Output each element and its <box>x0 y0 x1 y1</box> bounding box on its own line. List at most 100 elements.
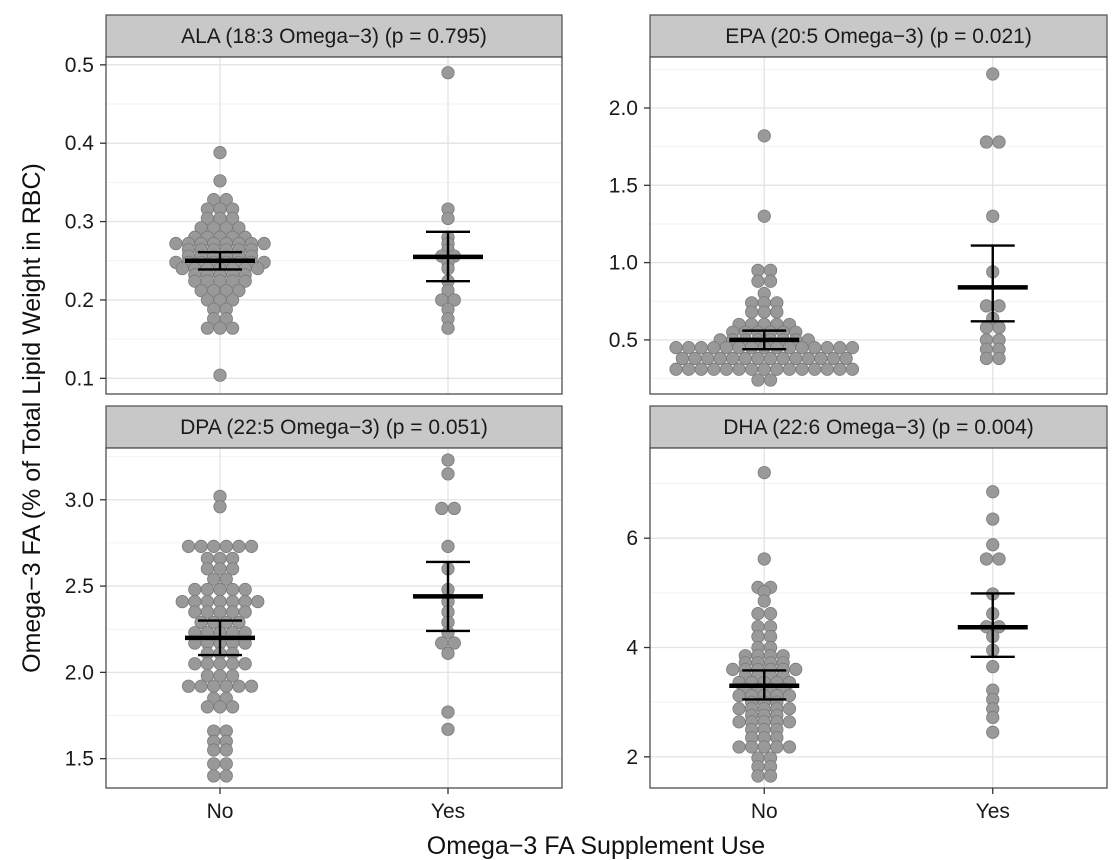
panel-background <box>106 57 562 394</box>
data-point <box>763 769 778 783</box>
data-point <box>782 689 797 703</box>
panel-border <box>649 447 1108 789</box>
data-point <box>232 283 246 298</box>
data-point <box>441 211 455 226</box>
y-tick-label: 4 <box>626 637 638 660</box>
data-point <box>789 662 803 676</box>
data-point <box>213 146 227 160</box>
data-point <box>226 211 240 226</box>
y-tick-label: 2 <box>626 746 638 769</box>
data-point <box>175 262 189 276</box>
data-point <box>232 615 246 629</box>
y-tick-label: 0.1 <box>65 367 94 390</box>
data-point <box>226 293 240 307</box>
data-point <box>986 710 1000 725</box>
data-point <box>226 321 240 335</box>
data-point <box>808 362 822 376</box>
data-point <box>757 129 771 143</box>
data-point <box>200 582 214 597</box>
data-point <box>213 500 227 514</box>
data-point <box>782 341 797 355</box>
data-point <box>707 362 721 376</box>
data-point <box>992 135 1006 149</box>
facet-strip <box>649 14 1108 58</box>
data-point <box>188 582 202 597</box>
data-point <box>795 341 809 355</box>
y-tick-label: 6 <box>626 527 638 550</box>
y-axis-title: Omega−3 FA (% of Total Lipid Weight in R… <box>18 163 46 673</box>
data-point <box>782 715 797 729</box>
data-point <box>845 362 860 376</box>
data-point <box>694 362 708 376</box>
data-point <box>782 362 797 376</box>
data-point <box>169 236 183 251</box>
panel-1: ALA (18:3 Omega−3) (p = 0.795) 0.1 0.2 0.3 0… <box>65 14 563 395</box>
data-point <box>992 299 1006 313</box>
panel-4: DHA (22:6 Omega−3) (p = 0.004) 2 4 6 No Yes <box>626 405 1108 823</box>
data-point <box>795 362 809 376</box>
data-point <box>986 512 1000 526</box>
data-point <box>200 700 214 714</box>
data-point <box>757 209 771 223</box>
data-point <box>232 221 246 235</box>
data-point <box>441 453 455 467</box>
data-point <box>238 605 252 619</box>
data-point <box>726 351 740 366</box>
data-point <box>820 341 834 355</box>
x-tick-label: No <box>207 800 234 823</box>
data-point <box>763 607 778 621</box>
data-point <box>441 646 455 660</box>
data-point <box>682 341 696 355</box>
data-point <box>207 679 221 693</box>
data-point <box>200 657 214 671</box>
data-point <box>751 373 765 387</box>
data-point <box>713 351 727 366</box>
data-point <box>776 351 790 366</box>
panel-2: EPA (20:5 Omega−3) (p = 0.021) 0.5 1.0 1.5 2… <box>609 14 1108 395</box>
y-tick-label: 2.5 <box>65 575 94 598</box>
data-point <box>219 769 233 783</box>
data-point <box>238 274 252 288</box>
data-point <box>801 351 815 366</box>
facet-title: ALA (18:3 Omega−3) (p = 0.795) <box>181 25 487 48</box>
panel-plot-area <box>650 448 1107 788</box>
y-tick-label: 0.4 <box>65 132 95 155</box>
data-point <box>979 552 994 566</box>
data-point <box>181 539 196 553</box>
y-tick-label: 1.5 <box>65 748 94 771</box>
data-point <box>251 595 265 609</box>
data-point <box>226 657 240 671</box>
data-point <box>441 722 455 736</box>
y-tick-label: 0.5 <box>65 54 94 77</box>
data-point <box>251 262 265 276</box>
data-point <box>213 368 227 382</box>
x-axis-title: Omega−3 FA Supplement Use <box>427 832 765 860</box>
data-point <box>232 539 246 553</box>
data-point <box>226 700 240 714</box>
data-point <box>669 341 683 355</box>
data-point <box>757 465 771 480</box>
data-point <box>207 757 221 771</box>
data-point <box>688 351 702 366</box>
data-point <box>219 572 233 586</box>
y-tick-label: 0.3 <box>65 211 94 234</box>
data-point <box>213 321 227 335</box>
data-point <box>757 740 771 754</box>
data-point <box>751 607 765 621</box>
data-point <box>979 135 994 149</box>
data-point <box>732 715 746 729</box>
data-point <box>194 539 208 553</box>
data-point <box>238 657 252 671</box>
data-point <box>441 66 455 80</box>
data-point <box>435 501 449 516</box>
data-point <box>833 341 847 355</box>
y-tick-label: 3.0 <box>65 489 94 512</box>
data-point <box>200 321 214 335</box>
y-tick-label: 1.5 <box>609 174 638 197</box>
data-point <box>845 341 860 355</box>
data-point <box>814 351 828 366</box>
panel-plot-area <box>106 57 562 394</box>
data-point <box>694 341 708 355</box>
facet-strip <box>105 14 563 58</box>
